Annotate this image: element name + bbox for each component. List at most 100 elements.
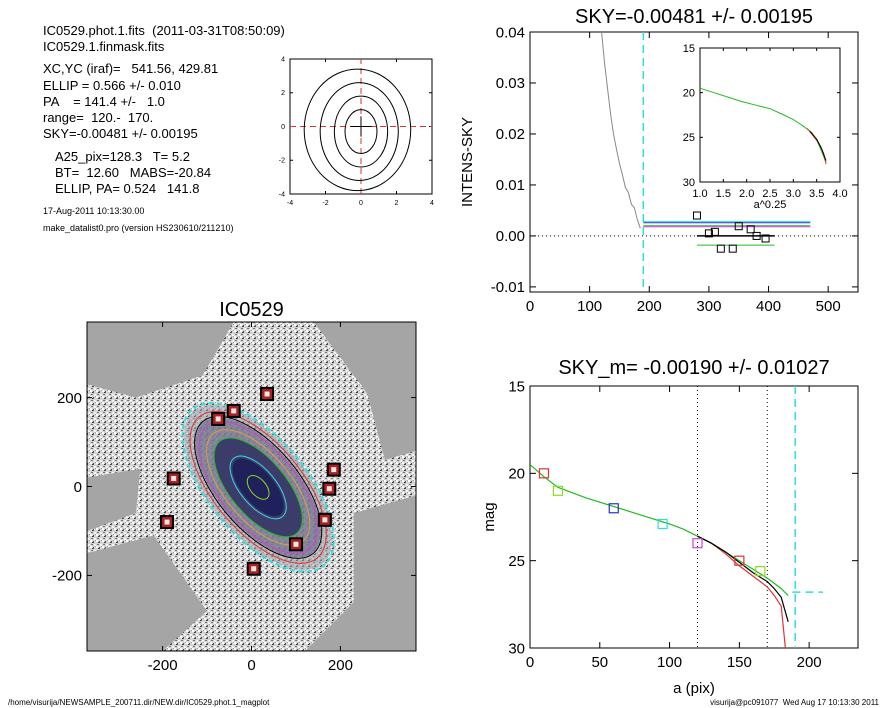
- contour-xtick-label: 0: [359, 200, 363, 207]
- sky-point-6: [746, 225, 755, 234]
- star-marker-center: [322, 517, 328, 523]
- image-title: IC0529: [219, 299, 284, 321]
- sky-point-2: [710, 227, 719, 236]
- mag-point-2: [608, 503, 619, 514]
- contour-ytick-label: 2: [281, 90, 285, 97]
- star-marker-center: [215, 416, 221, 422]
- contour-line-1: [319, 82, 399, 181]
- galaxy-isophote-3: [198, 420, 318, 554]
- sky-point-3: [716, 244, 725, 253]
- star-marker-center: [171, 475, 177, 481]
- inset-series-black: [809, 130, 827, 161]
- contour-line-2: [333, 95, 389, 168]
- inset-xtick-label: 1.5: [716, 188, 731, 200]
- image-xtick-label: 0: [247, 657, 255, 674]
- mag-point-0: [538, 468, 550, 479]
- contour-line-3: [344, 109, 378, 154]
- mag-series-0: [530, 464, 789, 597]
- sky-ytick-label: 0.03: [496, 75, 525, 92]
- mag-ylabel: mag: [481, 502, 498, 531]
- mag-frame: [529, 385, 859, 649]
- sky-xtick-label: 400: [756, 298, 781, 315]
- mask-region: [87, 322, 234, 398]
- inset-xlabel: a^0.25: [754, 199, 787, 211]
- sky-ytick-label: 0.04: [496, 24, 525, 41]
- sky-series-0: [601, 32, 641, 229]
- mag-xlabel: a (pix): [673, 680, 715, 697]
- mask-region: [87, 468, 141, 531]
- star-marker-center: [231, 408, 237, 414]
- inset-ytick-label: 30: [683, 177, 695, 189]
- mag-xtick-label: 150: [727, 654, 752, 671]
- sky-point-7: [752, 231, 761, 240]
- sky-ytick-label: 0.02: [496, 126, 525, 143]
- galaxy-isophote-1: [189, 410, 327, 564]
- galaxy-isophote-7: [246, 474, 270, 500]
- image-ytick-label: 200: [57, 390, 82, 407]
- inset-ytick-label: 20: [683, 88, 695, 100]
- mask-region: [87, 535, 208, 651]
- image-xtick-label: -200: [148, 657, 178, 674]
- contour-xtick-label: -2: [322, 200, 328, 207]
- mag-xtick-label: 200: [797, 654, 822, 671]
- sky-title: SKY=-0.00481 +/- 0.00195: [575, 6, 813, 28]
- sky-frame: [529, 31, 859, 293]
- mag-series-2: [697, 535, 789, 622]
- contour-xtick-label: 2: [395, 200, 399, 207]
- mag-point-3: [657, 518, 668, 530]
- mag-title: SKY_m= -0.00190 +/- 0.01027: [558, 357, 829, 379]
- sky-point-5: [734, 222, 743, 231]
- mask-region: [304, 495, 416, 651]
- header-xcyc: XC,YC (iraf)= 541.56, 429.81: [43, 61, 219, 76]
- mag-ytick-label: 25: [508, 553, 525, 570]
- mag-point-5: [734, 555, 745, 566]
- mag-point-4: [692, 538, 703, 549]
- sky-xtick-label: 200: [637, 298, 662, 315]
- header-range: range= 120.- 170.: [43, 110, 154, 125]
- inset-xtick-label: 1.0: [692, 188, 707, 200]
- footer-user: visurija@pc091077 Wed Aug 17 10:13:30 20…: [710, 698, 879, 707]
- mag-plot-area: [530, 386, 824, 648]
- star-marker-center: [164, 519, 170, 525]
- contour-ytick-label: -4: [279, 191, 285, 198]
- image-xtick-label: 200: [328, 657, 353, 674]
- sky-xtick-label: 500: [816, 298, 841, 315]
- contour-ytick-label: 4: [281, 56, 285, 63]
- sky-xtick-label: 300: [696, 298, 721, 315]
- sky-xtick-label: 100: [577, 298, 602, 315]
- sky-plot-area: [530, 32, 858, 292]
- header-date: 17-Aug-2011 10:13:30.00: [43, 206, 145, 216]
- sky-point-8: [761, 234, 770, 243]
- image-ytick-label: 0: [74, 479, 82, 496]
- mag-ytick-label: 30: [508, 640, 525, 657]
- header-prog: make_datalist0.pro (version HS230610/211…: [43, 223, 234, 233]
- contour-line-0: [303, 68, 412, 192]
- footer-path: /home/visurija/NEWSAMPLE_200711.dir/NEW.…: [8, 698, 270, 707]
- contour-ytick-label: 0: [281, 124, 285, 131]
- inset-bg: [700, 48, 840, 182]
- sky-ylabel: INTENS-SKY: [459, 117, 476, 207]
- galaxy-image-plot: IC0529 -200 0 200 -200 0 200: [52, 299, 417, 674]
- star-marker-center: [331, 467, 337, 473]
- sky-point-0: [692, 211, 701, 220]
- mag-point-1: [552, 485, 564, 496]
- galaxy-isophote-5: [213, 437, 303, 538]
- mag-xtick-label: 0: [526, 654, 534, 671]
- mag-xtick-label: 50: [591, 654, 608, 671]
- inset-xtick-label: 4.0: [832, 188, 847, 200]
- mag-ytick-label: 15: [508, 378, 525, 395]
- header-sky: SKY=-0.00481 +/- 0.00195: [43, 126, 198, 141]
- mag-series-1: [697, 535, 786, 648]
- inset-xtick-label: 3.0: [786, 188, 801, 200]
- star-marker-center: [264, 391, 270, 397]
- star-marker-center: [251, 566, 257, 572]
- inset-xtick-label: 2.0: [739, 188, 754, 200]
- sky-xtick-label: 0: [526, 298, 534, 315]
- contour-plot: -4 -2 0 2 4 -4 -2 0 2 4: [279, 56, 434, 207]
- contour-ytick-label: -2: [279, 158, 285, 165]
- inset-xtick-label: 2.5: [762, 188, 777, 200]
- star-marker-center: [326, 486, 332, 492]
- galaxy-core: [232, 458, 284, 517]
- galaxy-isophote-0: [181, 402, 335, 573]
